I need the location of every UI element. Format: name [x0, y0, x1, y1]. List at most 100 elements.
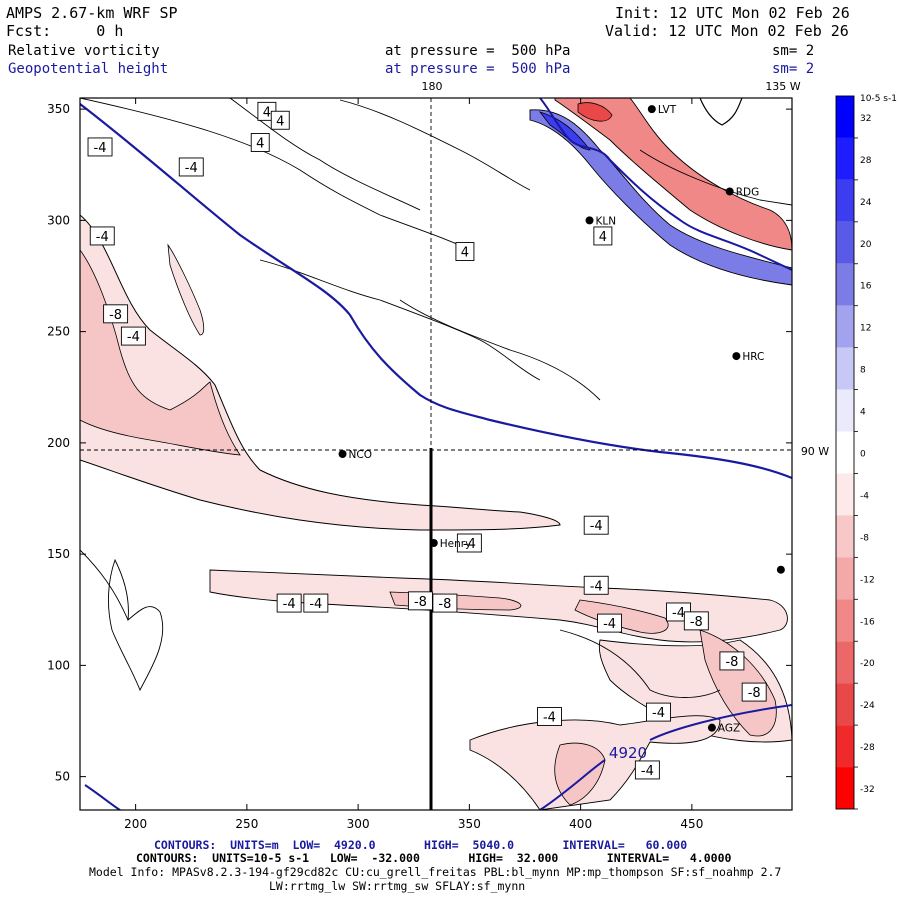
colorbar-label: 4 [860, 408, 866, 418]
footer-height-contours: CONTOURS: UNITS=m LOW= 4920.0 HIGH= 5040… [154, 838, 688, 852]
lon-label-135w: 135 W [765, 80, 800, 93]
colorbar-label: 24 [860, 198, 872, 208]
vorticity-label-box [455, 242, 475, 261]
colorbar-label: -20 [860, 659, 875, 669]
vorticity-label-text: -4 [283, 597, 296, 612]
pos-contour-6 [639, 149, 792, 206]
pos-contour-1 [80, 98, 471, 251]
vorticity-label-text: -4 [94, 141, 107, 156]
vorticity-label-text: -4 [463, 537, 476, 552]
vorticity-label-text: -4 [127, 330, 140, 345]
colorbar-swatch [836, 96, 854, 138]
footer-model-info-2: LW:rrtmg_lw SW:rrtmg_sw SFLAY:sf_mynn [269, 879, 526, 893]
plot-frame [79, 97, 793, 811]
vorticity-label-box [432, 593, 458, 613]
vorticity-label-text: 4 [263, 105, 271, 120]
colorbar-swatch [836, 515, 854, 558]
valid-time: Valid: 12 UTC Mon 02 Feb 26 [605, 22, 849, 40]
colorbar-swatch [836, 347, 854, 390]
height-contour-sw [84, 784, 121, 810]
vorticity-label-text: -4 [543, 711, 556, 726]
pos-core-northeast [538, 111, 591, 151]
height-contour-southeast [649, 704, 792, 741]
vorticity-label-box [303, 593, 329, 613]
vorticity-label-box [583, 515, 609, 535]
colorbar-swatch [836, 137, 854, 180]
vorticity-label-box [719, 651, 745, 671]
colorbar-swatch [836, 179, 854, 222]
field2-label: Geopotential height [8, 61, 169, 77]
vorticity-label-text: -8 [438, 597, 451, 612]
contour-sw [80, 549, 129, 621]
colorbar-label: 8 [860, 366, 866, 376]
lat-label-90w: 90 W [801, 445, 829, 458]
height-contour-4920 [539, 759, 606, 810]
vorticity-label-text: -4 [672, 606, 685, 621]
vorticity-label: -4 [120, 326, 146, 346]
station-dot [647, 105, 656, 114]
vorticity-label-text: 4 [276, 114, 284, 129]
vorticity-label-box [634, 760, 660, 780]
coast-northeast [699, 98, 743, 126]
colorbar-label: -8 [860, 533, 869, 543]
colorbar-label: 28 [860, 156, 872, 166]
height-contour-ne-wiggle [539, 98, 792, 271]
axes: 200 250 300 350 400 450 50 100 150 200 250 300 350 [47, 98, 792, 831]
vorticity-label: 4 [593, 226, 613, 246]
station-dot [725, 187, 734, 196]
x-tick-label: 400 [569, 817, 592, 831]
colorbar-units: 10-5 s-1 [860, 94, 897, 104]
vorticity-label-text: -8 [748, 686, 761, 701]
y-tick-label: 100 [47, 658, 70, 672]
vorticity-label: -4 [634, 760, 660, 780]
field1-label: Relative vorticity [8, 43, 160, 59]
vorticity-label-text: -4 [309, 597, 322, 612]
vorticity-fields [80, 98, 792, 810]
vorticity-label: -4 [646, 702, 671, 722]
station-dot [338, 450, 347, 458]
vorticity-label-text: -8 [109, 308, 122, 323]
pos-contour-3 [259, 259, 541, 381]
colorbar-label: 12 [860, 324, 871, 334]
neg-region-northeast [554, 98, 792, 251]
pressure1-label: at pressure = 500 hPa [385, 43, 571, 59]
neg-core-northeast [577, 102, 613, 122]
colorbar-label: -4 [860, 491, 869, 501]
vorticity-label-text: -4 [641, 764, 654, 779]
model-title: AMPS 2.67-km WRF SP [6, 4, 178, 22]
colorbar-swatch [836, 725, 854, 768]
colorbar-label: -28 [860, 743, 875, 753]
x-tick-label: 250 [235, 817, 258, 831]
vorticity-label-text: -4 [590, 579, 603, 594]
vorticity-label-text: -8 [414, 595, 427, 610]
station-label: Henry [440, 538, 472, 550]
y-tick-label: 300 [47, 213, 70, 227]
vorticity-label-text: -4 [96, 230, 109, 245]
vorticity-label-text: -4 [652, 706, 665, 721]
colorbar-swatch [836, 557, 854, 600]
vorticity-label-box [270, 110, 290, 130]
vorticity-label: -4 [303, 593, 329, 613]
pos-contour-2 [229, 98, 421, 211]
vorticity-label: 4 [270, 110, 290, 130]
vorticity-label-box [593, 226, 613, 246]
colorbar-swatch [836, 389, 854, 432]
colorbar-swatch [836, 305, 854, 348]
station-label: LVT [658, 104, 677, 116]
smoothing2-label: sm= 2 [772, 61, 815, 77]
colorbar-label: -24 [860, 701, 875, 711]
vorticity-label-text: -4 [185, 161, 198, 176]
y-tick-label: 50 [55, 770, 70, 784]
lon-label-180: 180 [422, 80, 443, 93]
vorticity-label-box [103, 304, 129, 324]
vorticity-label-box [646, 702, 671, 722]
station-dot [585, 216, 594, 225]
vorticity-label-box [456, 533, 482, 553]
init-time: Init: 12 UTC Mon 02 Feb 26 [615, 4, 850, 22]
colorbar-label: -12 [860, 575, 875, 585]
station-label: RDG [736, 186, 760, 198]
vorticity-label-text: 4 [599, 230, 607, 245]
y-tick-label: 200 [47, 436, 70, 450]
colorbar: 32 28 24 20 16 12 8 4 0 -4 -8 -12 -16 -20 -24 -28 -32 [835, 95, 875, 810]
